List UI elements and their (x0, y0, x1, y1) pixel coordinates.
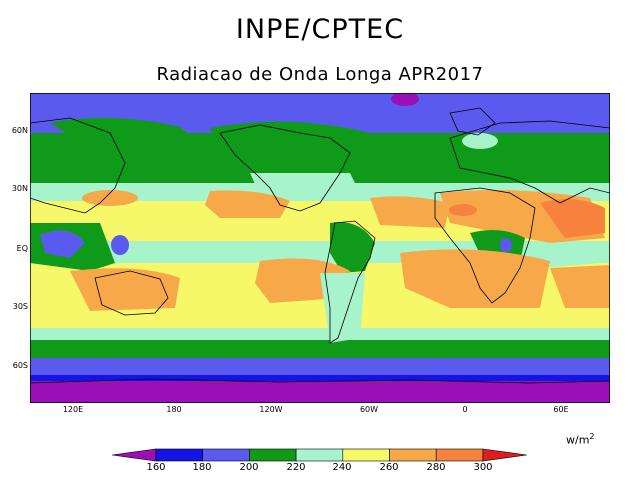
lat-label-60s: 60S (12, 361, 28, 370)
band-southern-ocean (30, 358, 610, 375)
lat-label-30n: 30N (11, 184, 28, 193)
band-south-high (30, 340, 610, 358)
region-congo-blue (500, 238, 512, 252)
lon-label-180: 180 (166, 405, 182, 414)
colorbar-label-160: 160 (146, 462, 166, 473)
colorbar-swatch-2 (202, 448, 250, 462)
coast-greenland (449, 107, 496, 136)
region-arctic-blue (330, 93, 460, 128)
lon-label-120e: 120E (62, 405, 84, 414)
lat-label-eq: EQ (16, 244, 28, 253)
lon-label-60e: 60E (553, 405, 569, 414)
colorbar-swatch-5 (342, 448, 390, 462)
colorbar-swatch-1 (155, 448, 204, 462)
region-us-cyan (250, 173, 360, 195)
coast-antarctica (30, 378, 610, 384)
coast-eurasia (449, 120, 610, 204)
coast-asia-west (30, 117, 126, 214)
colorbar-swatch-3 (249, 448, 297, 462)
region-maritime-blue (40, 230, 85, 258)
region-arabia-hot (540, 199, 605, 238)
colorbar-label-180: 180 (192, 462, 212, 473)
coast-australia (94, 270, 169, 316)
lon-label-120w: 120W (259, 405, 283, 414)
colorbar-label-300: 300 (473, 462, 493, 473)
colorbar (112, 448, 527, 462)
region-australia-orange (70, 268, 180, 311)
region-ne-pacific-orange (82, 190, 138, 206)
lat-label-30s: 30S (12, 302, 28, 311)
band-antarctic-rim (30, 375, 610, 381)
region-natlantic-orange (370, 196, 450, 228)
colorbar-swatch-7 (435, 448, 484, 462)
lon-label-60w: 60W (359, 405, 379, 414)
coast-africa (434, 187, 536, 304)
lat-label-60n: 60N (11, 126, 28, 135)
coast-south-america (324, 220, 376, 344)
region-sahara-hot (449, 204, 477, 216)
band-south-mid (30, 328, 610, 340)
olr-map (30, 93, 610, 403)
region-southern-africa-orange (400, 249, 550, 308)
region-north-pacific-green (210, 121, 370, 157)
region-arctic-purple (391, 93, 419, 106)
coastlines (30, 107, 610, 384)
region-amazon-green (330, 222, 375, 273)
lon-label-0: 0 (462, 405, 468, 414)
region-npacific-orange (205, 190, 290, 218)
page-title: INPE/CPTEC (235, 14, 405, 45)
colorbar-swatch-8 (482, 448, 527, 462)
region-siberia-green (50, 117, 200, 153)
colorbar-label-220: 220 (286, 462, 306, 473)
colorbar-swatch-6 (389, 448, 437, 462)
colorbar-label-280: 280 (426, 462, 446, 473)
colorbar-label-240: 240 (332, 462, 352, 473)
region-wpacific-blue (111, 235, 129, 255)
region-sindian-orange (550, 265, 610, 308)
region-greenland-cyan (462, 133, 498, 149)
colorbar-swatch-4 (295, 448, 344, 462)
map-subtitle: Radiacao de Onda Longa APR2017 (156, 64, 484, 85)
band-antarctic (30, 381, 610, 403)
coast-north-america (219, 124, 351, 212)
colorbar-label-200: 200 (239, 462, 259, 473)
colorbar-label-260: 260 (379, 462, 399, 473)
units-label: w/m2 (566, 432, 595, 447)
colorbar-swatch-0 (112, 448, 157, 462)
